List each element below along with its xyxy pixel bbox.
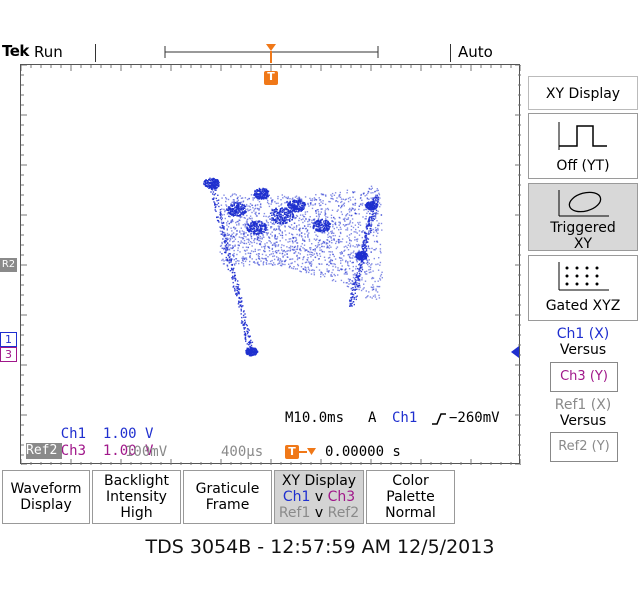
ch1-scale: 1.00 V <box>102 426 154 442</box>
trigger-level-arrow-icon <box>511 346 519 358</box>
waveform-display-label-1: Waveform <box>10 481 82 497</box>
triggered-xy-label-1: Triggered <box>550 220 616 236</box>
xy-ref2: Ref2 <box>327 505 360 521</box>
ch3-scale-readout: Ch3 1.00 V <box>27 427 154 475</box>
xy-ref1: Ref1 <box>278 505 311 521</box>
ch3-scale: 1.00 V <box>102 443 154 459</box>
trigger-position-marker: T <box>267 70 275 83</box>
color-palette-label-3: Normal <box>385 505 436 521</box>
graticule <box>21 65 521 465</box>
ch3-label: Ch3 <box>60 443 87 459</box>
ref1-x-label: Ref1 (X) <box>554 397 612 413</box>
xy-ch3: Ch3 <box>327 489 356 505</box>
xy-pair-2-label: Ref1 (X) Versus <box>528 397 638 429</box>
ch1-x-label: Ch1 (X) <box>556 326 610 342</box>
backlight-label-2: Intensity <box>106 489 167 505</box>
ref2-scale: 100mV <box>125 444 168 460</box>
brand-logo: Tek <box>2 42 29 60</box>
color-palette-label-1: Color <box>392 473 429 489</box>
versus-label-2: Versus <box>559 413 607 429</box>
rising-edge-icon <box>432 413 446 425</box>
timebase-readout: M10.0ms <box>285 410 345 426</box>
off-yt-button[interactable]: Off (YT) <box>528 113 638 179</box>
graticule-label-1: Graticule <box>195 481 260 497</box>
xy-waveform-trace <box>203 177 383 357</box>
instrument-footer: TDS 3054B - 12:57:59 AM 12/5/2013 <box>145 536 495 558</box>
ref2-badge: Ref2 <box>26 443 62 459</box>
color-palette-button[interactable]: Color Palette Normal <box>366 470 455 524</box>
triggered-xy-button[interactable]: Triggered XY <box>528 183 638 252</box>
xy-ellipse-icon <box>558 190 609 217</box>
xy-ch1: Ch1 <box>282 489 311 505</box>
xyz-dots-icon <box>558 262 609 291</box>
ref2-marker: R2 <box>0 258 17 272</box>
trigger-level: −260mV <box>449 410 500 426</box>
backlight-intensity-button[interactable]: Backlight Intensity High <box>92 470 181 524</box>
waveform-display-label-2: Display <box>20 497 72 513</box>
acquisition-state: Run <box>34 43 63 61</box>
ref2-y-select[interactable]: Ref2 (Y) <box>550 432 618 462</box>
xy-pair-1-label: Ch1 (X) Versus <box>528 326 638 358</box>
color-palette-label-2: Palette <box>386 489 435 505</box>
ref2-y-label: Ref2 (Y) <box>558 439 610 454</box>
trigger-mode: Auto <box>458 43 493 61</box>
xy-v2: v <box>314 505 324 521</box>
trigger-time: 0.00000 s <box>325 444 401 460</box>
side-menu-title: XY Display <box>528 76 638 110</box>
xy-display-button[interactable]: XY Display Ch1 v Ch3 Ref1 v Ref2 <box>274 470 364 524</box>
trigger-delay-icon <box>285 445 316 459</box>
versus-label: Versus <box>559 342 607 358</box>
status-divider <box>450 44 451 62</box>
backlight-label-1: Backlight <box>103 473 170 489</box>
graticule-label-2: Frame <box>205 497 250 513</box>
ch3-y-select[interactable]: Ch3 (Y) <box>550 362 618 392</box>
ch1-scale-readout: Ch1 1.00 V <box>27 410 154 458</box>
ref2-time: 400μs <box>221 444 264 460</box>
ch3-y-label: Ch3 (Y) <box>560 369 608 384</box>
backlight-label-3: High <box>120 505 153 521</box>
trigger-channel: Ch1 <box>392 410 418 426</box>
gated-xyz-button[interactable]: Gated XYZ <box>528 255 638 321</box>
xy-v1: v <box>314 489 324 505</box>
off-yt-label: Off (YT) <box>556 158 610 174</box>
ch1-label: Ch1 <box>60 426 87 442</box>
waveform-display-button[interactable]: Waveform Display <box>2 470 90 524</box>
xy-display-label: XY Display <box>281 473 357 489</box>
ch1-ground-marker: 1 <box>0 332 17 347</box>
gated-xyz-label: Gated XYZ <box>545 298 621 314</box>
record-view-bracket <box>164 44 379 85</box>
waveform-display-area: Ch1 1.00 V Ch3 1.00 V Ref2 100mV 400μs M… <box>20 64 521 465</box>
status-divider <box>95 44 96 62</box>
trigger-delay-marker: T <box>288 445 296 458</box>
yt-waveform-icon <box>558 122 607 150</box>
trigger-source-letter: A <box>368 410 377 426</box>
ch3-ground-marker: 3 <box>0 347 17 362</box>
graticule-button[interactable]: Graticule Frame <box>183 470 272 524</box>
triggered-xy-label-2: XY <box>573 236 593 252</box>
